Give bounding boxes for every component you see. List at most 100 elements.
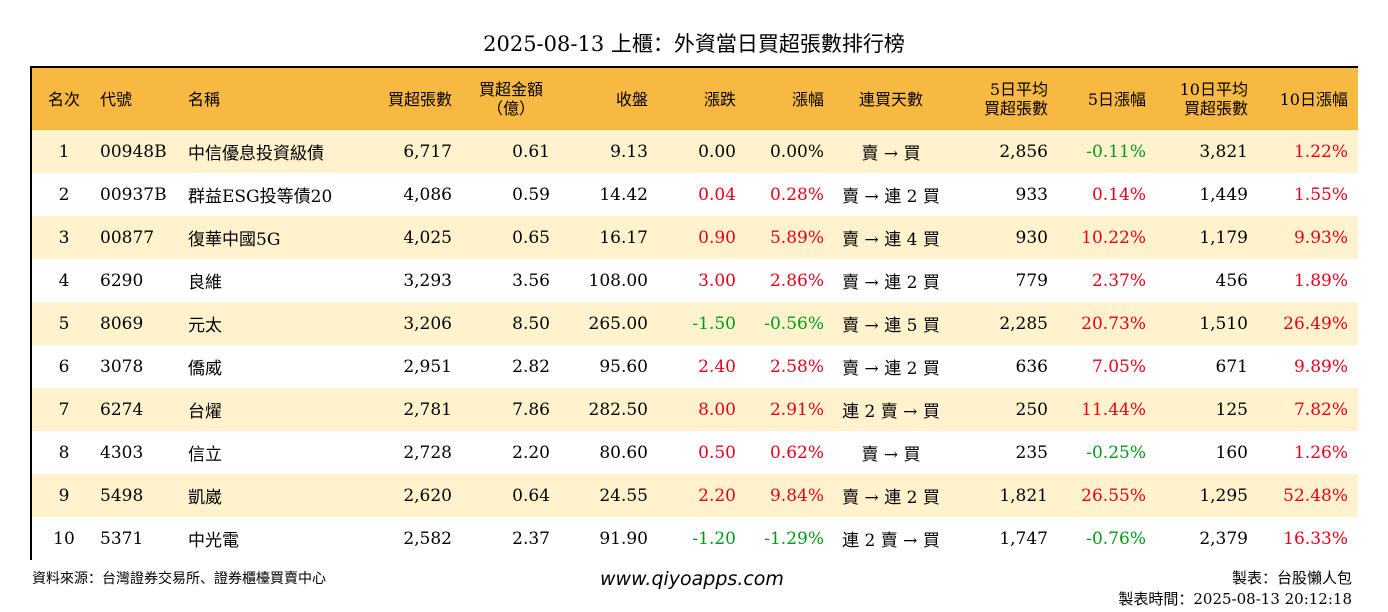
cell-rank: 10	[53, 528, 75, 549]
cell-change: 0.50	[698, 442, 736, 463]
cell-name: 僑威	[188, 359, 222, 379]
cell-amount: 0.61	[512, 141, 550, 162]
cell-buy-lots: 2,781	[403, 399, 452, 420]
cell-change: -1.50	[692, 313, 736, 334]
header-amount: 買超金額 （億）	[462, 68, 560, 130]
table-row: 2 00937B 群益ESG投等債20 4,086 0.59 14.42 0.0…	[32, 173, 1358, 216]
cell-streak: 賣 → 連 5 買	[842, 316, 940, 336]
cell-name: 復華中國5G	[188, 230, 281, 250]
generated-time: 製表時間：2025-08-13 20:12:18	[1118, 590, 1352, 608]
cell-code: 4303	[100, 442, 144, 463]
cell-change: 3.00	[698, 270, 736, 291]
author-note: 製表：台股懶人包	[1231, 569, 1352, 587]
cell-rank: 1	[58, 141, 70, 162]
cell-avg5: 930	[1015, 227, 1048, 248]
cell-pct5: -0.25%	[1086, 442, 1146, 463]
cell-change-pct: -0.56%	[764, 313, 824, 334]
cell-avg10: 3,821	[1199, 141, 1248, 162]
cell-rank: 6	[58, 356, 70, 377]
cell-code: 5371	[100, 528, 144, 549]
ranking-table: 名次 代號 名稱 買超張數 買超金額 （億） 收盤 漲跌 漲幅 連買天數 5日平…	[32, 68, 1358, 560]
header-avg10: 10日平均 買超張數	[1156, 68, 1258, 130]
cell-change-pct: 0.62%	[769, 442, 824, 463]
cell-pct5: 0.14%	[1091, 184, 1146, 205]
cell-pct10: 9.93%	[1293, 227, 1348, 248]
cell-streak: 連 2 賣 → 買	[842, 531, 940, 551]
cell-code: 00937B	[100, 184, 167, 205]
cell-avg10: 2,379	[1199, 528, 1248, 549]
cell-amount: 2.82	[512, 356, 550, 377]
cell-streak: 賣 → 買	[861, 445, 921, 465]
cell-close: 108.00	[588, 270, 648, 291]
cell-avg5: 235	[1015, 442, 1048, 463]
cell-pct10: 9.89%	[1293, 356, 1348, 377]
cell-close: 265.00	[588, 313, 648, 334]
header-rank: 名次	[47, 89, 80, 109]
cell-change-pct: 0.00%	[769, 141, 824, 162]
cell-rank: 3	[58, 227, 70, 248]
cell-rank: 7	[58, 399, 70, 420]
cell-buy-lots: 6,717	[403, 141, 452, 162]
cell-buy-lots: 2,620	[403, 485, 452, 506]
cell-code: 00948B	[100, 141, 167, 162]
header-avg10-line2: 買超張數	[1183, 99, 1248, 118]
cell-pct10: 7.82%	[1293, 399, 1348, 420]
cell-amount: 2.20	[512, 442, 550, 463]
cell-avg10: 125	[1215, 399, 1248, 420]
website-link[interactable]: www.qiyoapps.com	[600, 568, 784, 590]
cell-change-pct: 2.58%	[769, 356, 824, 377]
cell-avg10: 1,179	[1199, 227, 1248, 248]
table-row: 10 5371 中光電 2,582 2.37 91.90 -1.20 -1.29…	[32, 517, 1358, 560]
cell-pct5: 20.73%	[1081, 313, 1146, 334]
header-code: 代號	[100, 89, 133, 109]
cell-pct10: 1.26%	[1293, 442, 1348, 463]
cell-streak: 賣 → 連 2 買	[842, 359, 940, 379]
cell-code: 5498	[100, 485, 144, 506]
cell-change: -1.20	[692, 528, 736, 549]
cell-close: 95.60	[599, 356, 648, 377]
cell-pct10: 1.55%	[1293, 184, 1348, 205]
cell-rank: 4	[58, 270, 70, 291]
cell-close: 91.90	[599, 528, 648, 549]
data-source-note: 資料來源：台灣證券交易所、證券櫃檯買賣中心	[32, 571, 326, 587]
cell-change-pct: 0.28%	[769, 184, 824, 205]
cell-pct10: 16.33%	[1283, 528, 1348, 549]
table-row: 9 5498 凱崴 2,620 0.64 24.55 2.20 9.84% 賣 …	[32, 474, 1358, 517]
cell-pct10: 1.89%	[1293, 270, 1348, 291]
cell-change: 2.20	[698, 485, 736, 506]
table-row: 7 6274 台燿 2,781 7.86 282.50 8.00 2.91% 連…	[32, 388, 1358, 431]
cell-code: 3078	[100, 356, 144, 377]
cell-streak: 賣 → 連 2 買	[842, 273, 940, 293]
table-row: 5 8069 元太 3,206 8.50 265.00 -1.50 -0.56%…	[32, 302, 1358, 345]
cell-change-pct: -1.29%	[764, 528, 824, 549]
cell-avg10: 1,510	[1199, 313, 1248, 334]
table-row: 8 4303 信立 2,728 2.20 80.60 0.50 0.62% 賣 …	[32, 431, 1358, 474]
cell-code: 8069	[100, 313, 144, 334]
table-row: 3 00877 復華中國5G 4,025 0.65 16.17 0.90 5.8…	[32, 216, 1358, 259]
header-avg5-line1: 5日平均	[989, 80, 1048, 99]
header-streak: 連買天數	[858, 89, 923, 109]
cell-pct10: 1.22%	[1293, 141, 1348, 162]
cell-avg10: 1,295	[1199, 485, 1248, 506]
cell-code: 6290	[100, 270, 144, 291]
cell-change-pct: 2.91%	[769, 399, 824, 420]
cell-amount: 0.65	[512, 227, 550, 248]
cell-close: 282.50	[588, 399, 648, 420]
cell-streak: 連 2 賣 → 買	[842, 402, 940, 422]
table-row: 1 00948B 中信優息投資級債 6,717 0.61 9.13 0.00 0…	[32, 130, 1358, 173]
cell-amount: 7.86	[512, 399, 550, 420]
cell-close: 14.42	[599, 184, 648, 205]
cell-buy-lots: 2,728	[403, 442, 452, 463]
cell-name: 中信優息投資級債	[188, 144, 324, 164]
header-pct10: 10日漲幅	[1279, 89, 1348, 109]
cell-name: 中光電	[188, 531, 239, 551]
cell-code: 00877	[100, 227, 155, 248]
cell-amount: 3.56	[512, 270, 550, 291]
cell-change: 0.04	[698, 184, 736, 205]
header-pct5: 5日漲幅	[1087, 89, 1146, 109]
cell-name: 群益ESG投等債20	[188, 187, 333, 207]
cell-code: 6274	[100, 399, 144, 420]
cell-streak: 賣 → 連 2 買	[842, 488, 940, 508]
header-avg10-line1: 10日平均	[1179, 80, 1248, 99]
cell-pct5: -0.11%	[1086, 141, 1146, 162]
